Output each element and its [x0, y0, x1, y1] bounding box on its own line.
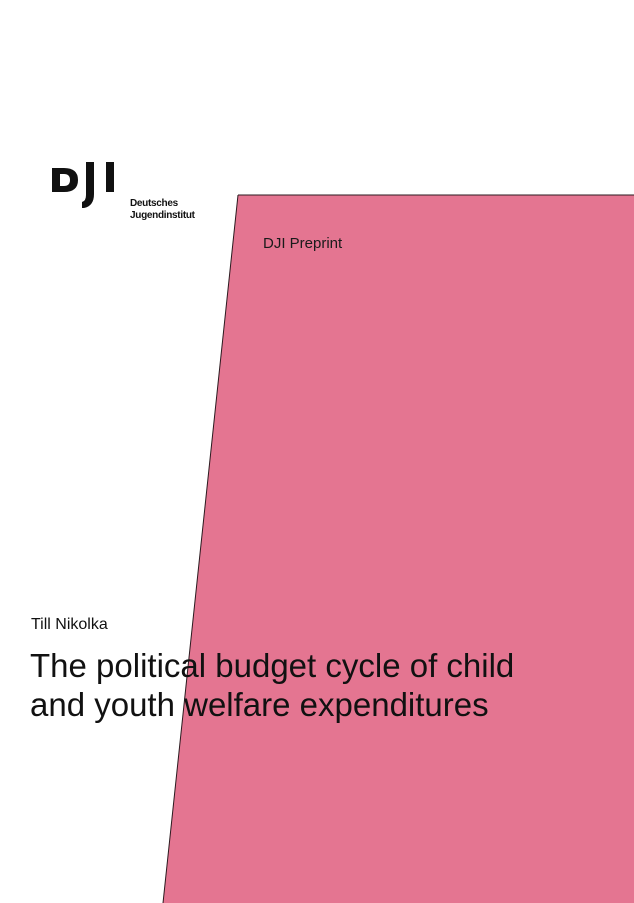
pink-trapezoid — [163, 195, 634, 903]
pink-left-edge — [162, 194, 239, 903]
logo-letter-i — [106, 162, 114, 192]
logo-name-line-1: Deutsches — [130, 198, 178, 209]
title-line-1: The political budget cycle of child — [30, 647, 515, 684]
logo-name-line-2: Jugendinstitut — [130, 210, 195, 221]
logo-wordmark: Deutsches Jugendinstitut — [130, 198, 195, 222]
author-name: Till Nikolka — [31, 616, 108, 633]
document-title: The political budget cycle of child and … — [30, 646, 620, 724]
title-line-2: and youth welfare expenditures — [30, 686, 489, 723]
dji-logo-icon — [52, 162, 114, 208]
logo-letter-d — [52, 168, 78, 192]
logo-letter-j — [82, 162, 94, 208]
series-label: DJI Preprint — [263, 235, 343, 252]
